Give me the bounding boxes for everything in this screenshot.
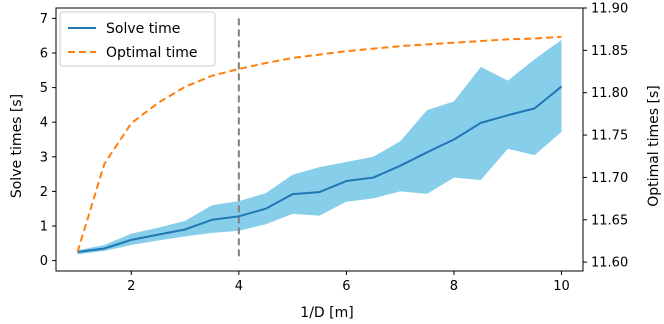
- plot-frame: [55, 7, 584, 272]
- x-tick-label: 6: [342, 279, 350, 294]
- x-tick-label: 10: [553, 279, 570, 294]
- y-left-tick-label: 4: [40, 116, 48, 131]
- y-left-tick-label: 0: [40, 254, 48, 269]
- legend-entry-0: Solve time: [106, 21, 180, 37]
- solve-time-band: [77, 39, 562, 255]
- y-right-tick-label: 11.60: [591, 256, 628, 271]
- plot-area: [76, 18, 563, 261]
- y-left-tick-label: 1: [40, 220, 48, 235]
- legend: Solve time Optimal time: [59, 11, 216, 67]
- y-left-tick-label: 2: [40, 185, 48, 200]
- x-axis-label: 1/D [m]: [300, 305, 353, 321]
- legend-entry-1: Optimal time: [106, 45, 197, 61]
- y-right-tick-label: 11.80: [591, 86, 628, 101]
- y-right-tick-label: 11.85: [591, 44, 628, 59]
- y-right-tick-label: 11.75: [591, 129, 628, 144]
- x-tick-label: 4: [235, 279, 243, 294]
- y-left-tick-label: 6: [40, 46, 48, 61]
- y-right-tick-label: 11.70: [591, 171, 628, 186]
- y-left-tick-label: 7: [40, 12, 48, 27]
- y-right-tick-label: 11.65: [591, 213, 628, 228]
- series-line-1: [76, 35, 562, 253]
- y-axis-label-left: Solve times [s]: [9, 94, 25, 198]
- y-axis-label-right: Optimal times [s]: [646, 85, 662, 206]
- series-line-0: [77, 85, 563, 253]
- y-right-tick-label: 11.90: [591, 2, 628, 17]
- x-tick-label: 8: [450, 279, 458, 294]
- y-left-tick-label: 3: [40, 150, 48, 165]
- x-tick-label: 2: [127, 279, 135, 294]
- axes: 2 4 6 8 10 0 1 2 3 4 5 6 7 11.60 11.65 11.70 11.75 11.80 1…: [40, 2, 629, 295]
- legend-box: [59, 11, 216, 67]
- y-left-tick-label: 5: [40, 81, 48, 96]
